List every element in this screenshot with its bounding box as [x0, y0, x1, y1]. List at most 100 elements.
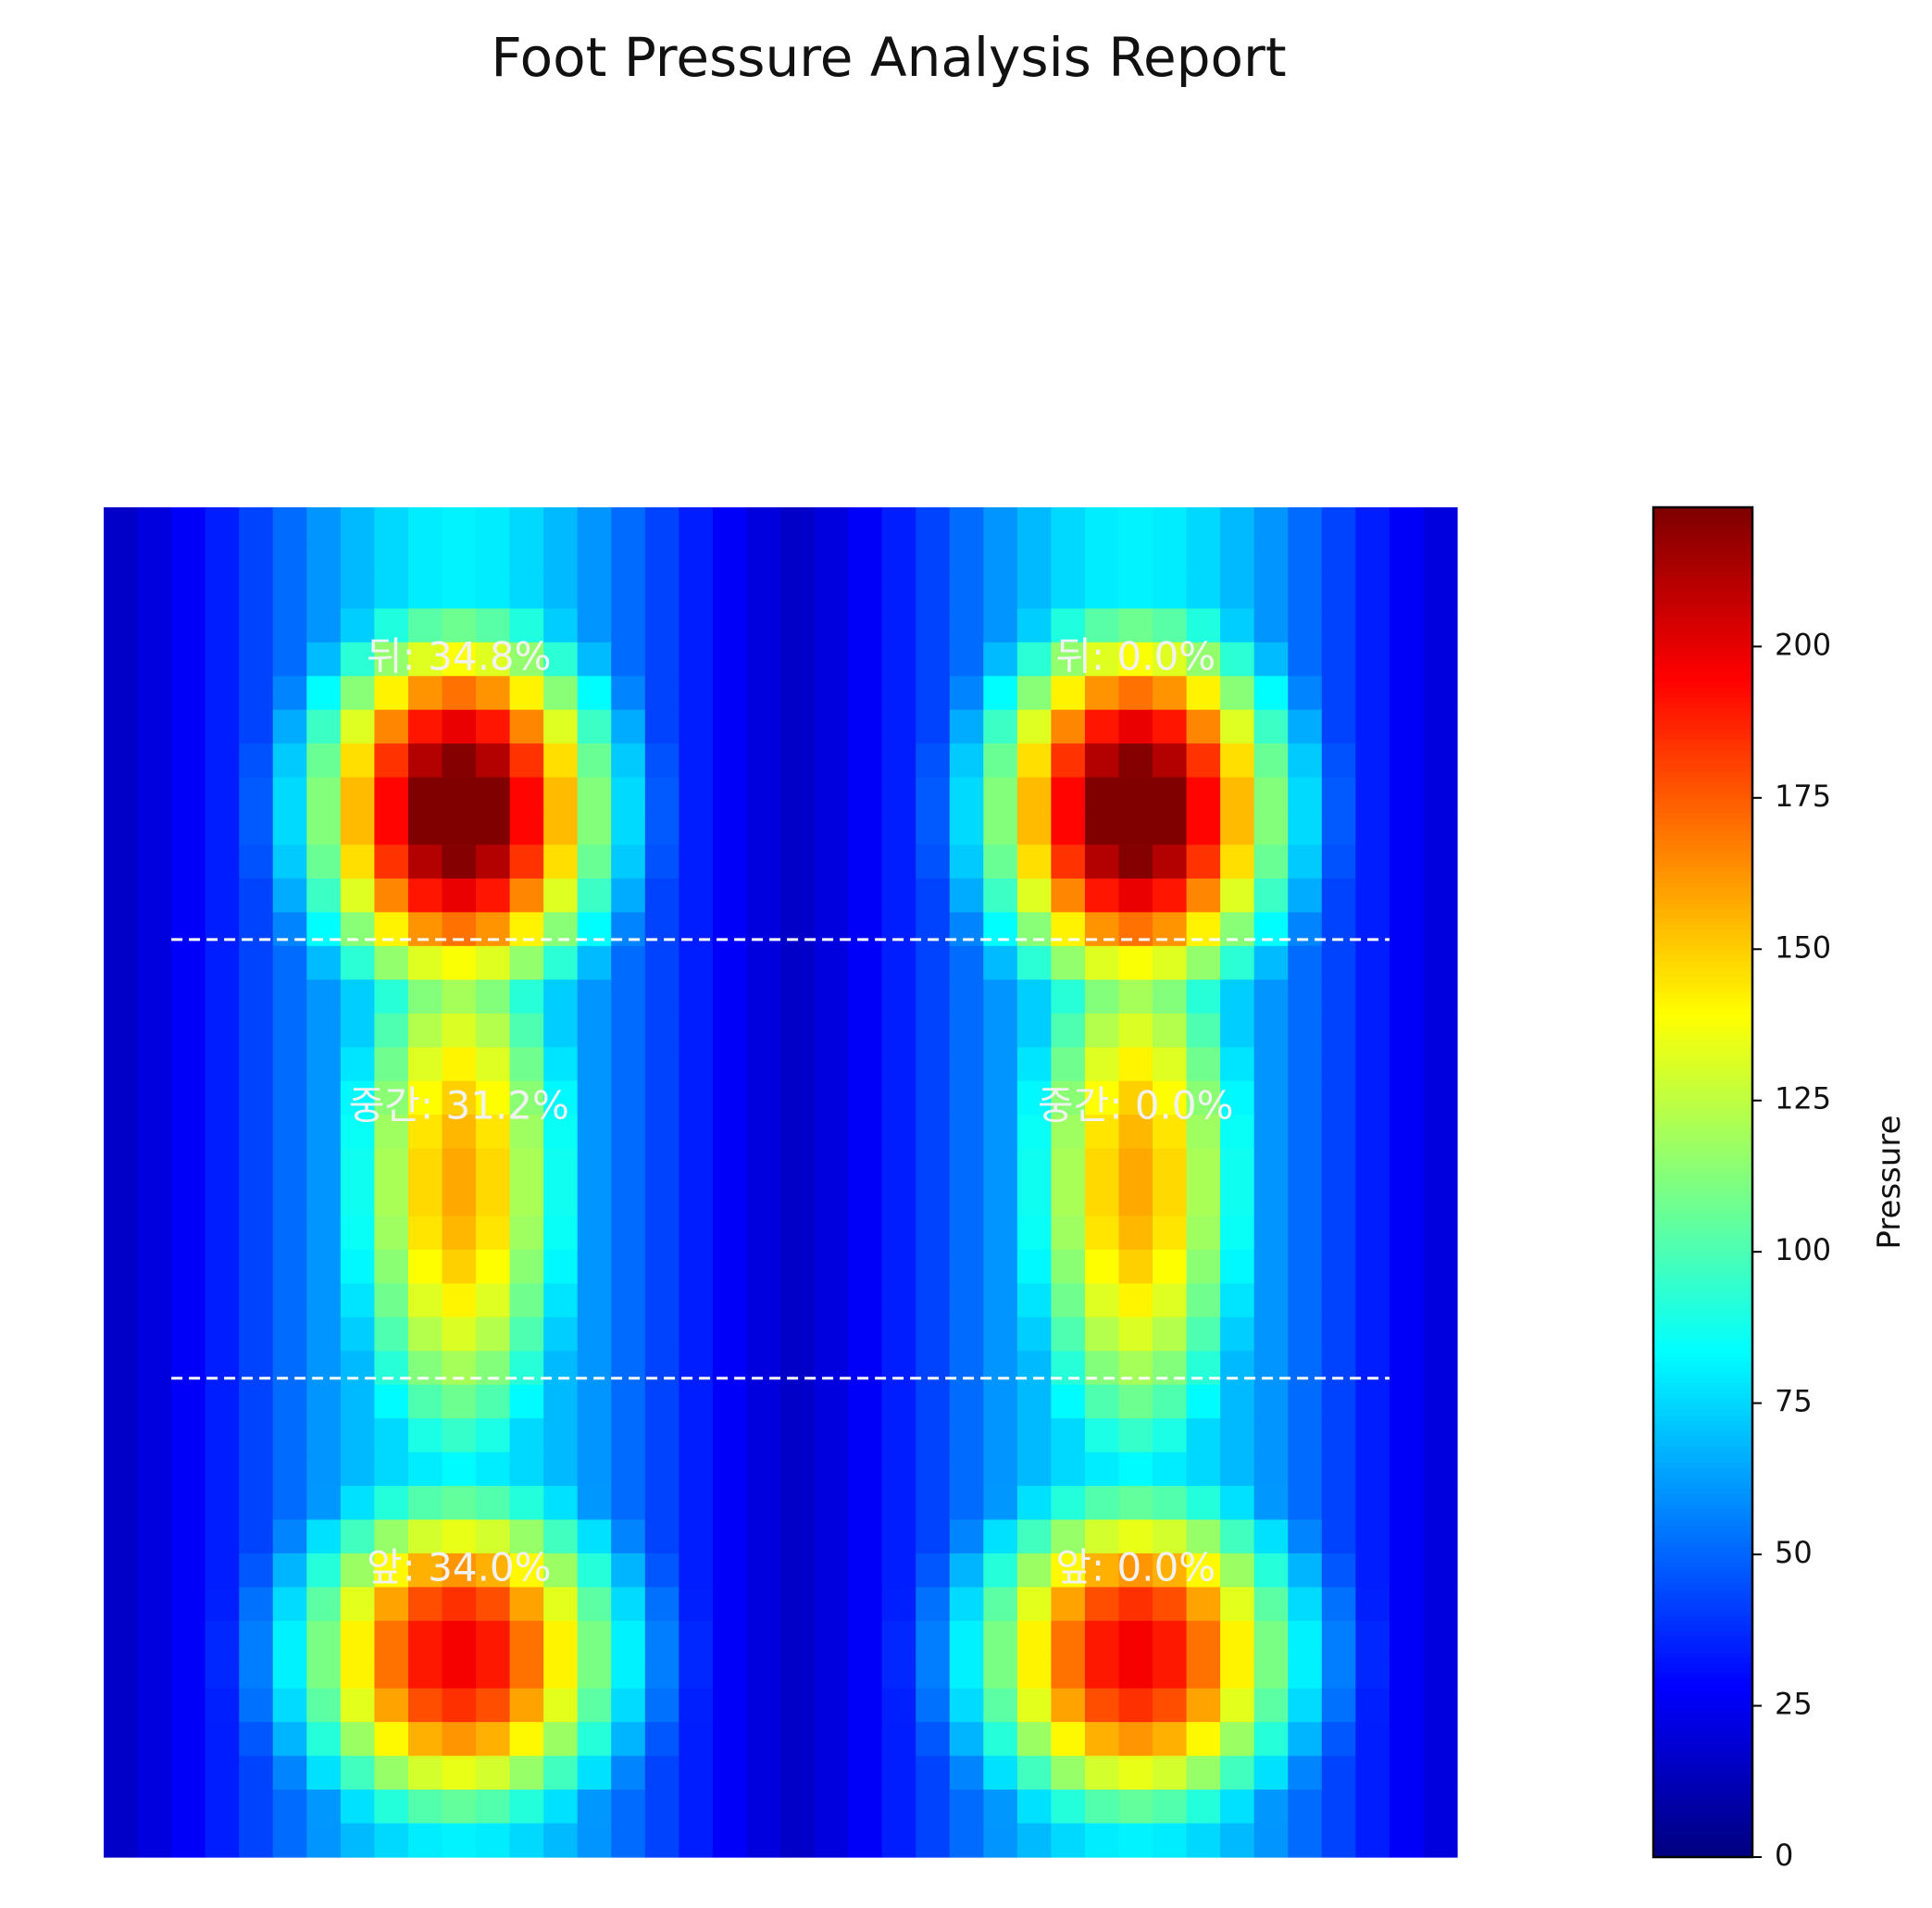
- heatmap-cell: [1016, 1722, 1052, 1757]
- heatmap-cell: [949, 541, 984, 576]
- heatmap-cell: [848, 1148, 883, 1183]
- colorbar-segment: [1653, 940, 1752, 946]
- heatmap-cell: [340, 1654, 375, 1690]
- heatmap-cell: [1153, 945, 1188, 980]
- heatmap-cell: [340, 574, 375, 609]
- colorbar-segment: [1653, 539, 1752, 545]
- heatmap-cell: [1321, 1553, 1356, 1588]
- heatmap-cell: [814, 743, 849, 779]
- heatmap-cell: [1051, 1216, 1086, 1251]
- heatmap-cell: [104, 1519, 139, 1554]
- heatmap-cell: [374, 1384, 409, 1419]
- heatmap-cell: [881, 979, 916, 1015]
- colorbar-segment: [1653, 1335, 1752, 1341]
- colorbar-segment: [1653, 676, 1752, 682]
- heatmap-cell: [340, 642, 375, 677]
- colorbar-segment: [1653, 1846, 1752, 1853]
- heatmap-cell: [340, 1823, 375, 1858]
- heatmap-cell: [476, 1216, 511, 1251]
- heatmap-cell: [340, 1755, 375, 1790]
- heatmap-cell: [171, 1316, 206, 1352]
- heatmap-cell: [577, 945, 612, 980]
- heatmap-cell: [983, 979, 1018, 1015]
- heatmap-cell: [239, 709, 274, 744]
- colorbar-segment: [1653, 1635, 1752, 1642]
- heatmap-cell: [509, 1013, 544, 1048]
- heatmap-cell: [916, 1182, 951, 1217]
- colorbar-segment: [1653, 713, 1752, 719]
- heatmap-cell: [1355, 1047, 1390, 1082]
- heatmap-cell: [1355, 1080, 1390, 1116]
- heatmap-cell: [916, 1418, 951, 1453]
- colorbar-segment: [1653, 1372, 1752, 1378]
- heatmap-cell: [1389, 1115, 1425, 1150]
- heatmap-cell: [916, 1351, 951, 1386]
- colorbar-segment: [1653, 655, 1752, 661]
- heatmap-cell: [1016, 811, 1052, 846]
- heatmap-cell: [306, 608, 342, 643]
- heatmap-cell: [340, 1182, 375, 1217]
- heatmap-cell: [1423, 1587, 1458, 1622]
- heatmap-cell: [306, 1216, 342, 1251]
- heatmap-cell: [848, 1249, 883, 1284]
- heatmap-cell: [848, 1688, 883, 1723]
- heatmap-cell: [272, 574, 307, 609]
- heatmap-cell: [1051, 1080, 1086, 1116]
- heatmap-cell: [1153, 844, 1188, 879]
- heatmap-cell: [137, 1115, 172, 1150]
- heatmap-cell: [881, 1182, 916, 1217]
- heatmap-cell: [171, 1519, 206, 1554]
- heatmap-cell: [1220, 1013, 1255, 1048]
- colorbar-segment: [1653, 818, 1752, 825]
- heatmap-cell: [916, 1013, 951, 1048]
- heatmap-cell: [881, 1249, 916, 1284]
- heatmap-cell: [881, 1790, 916, 1825]
- colorbar-segment: [1653, 1182, 1752, 1189]
- heatmap-cell: [848, 676, 883, 711]
- heatmap-cell: [881, 1620, 916, 1655]
- heatmap-cell: [1355, 1115, 1390, 1150]
- heatmap-cell: [679, 1047, 714, 1082]
- colorbar-segment: [1653, 1820, 1752, 1827]
- heatmap-cell: [306, 844, 342, 879]
- heatmap-cell: [509, 1249, 544, 1284]
- heatmap-cell: [1355, 1249, 1390, 1284]
- heatmap-cell: [543, 1249, 579, 1284]
- colorbar-segment: [1653, 628, 1752, 635]
- heatmap-cell: [442, 1249, 477, 1284]
- colorbar-segment: [1653, 1008, 1752, 1015]
- heatmap-cell: [374, 1316, 409, 1352]
- heatmap-cell: [780, 1351, 816, 1386]
- colorbar-segment: [1653, 1672, 1752, 1679]
- heatmap-cell: [340, 1688, 375, 1723]
- heatmap-cell: [1153, 777, 1188, 812]
- heatmap-cell: [1153, 1553, 1188, 1588]
- heatmap-cell: [780, 912, 816, 947]
- heatmap-cell: [1153, 1790, 1188, 1825]
- heatmap-cell: [983, 1486, 1018, 1521]
- heatmap-cell: [1321, 1587, 1356, 1622]
- heatmap-cell: [476, 507, 511, 542]
- heatmap-cell: [780, 1249, 816, 1284]
- heatmap-cell: [1288, 676, 1323, 711]
- heatmap-cell: [881, 1148, 916, 1183]
- heatmap-cell: [171, 709, 206, 744]
- heatmap-cell: [780, 945, 816, 980]
- heatmap-cell: [272, 811, 307, 846]
- colorbar-segment: [1653, 923, 1752, 930]
- heatmap-cell: [171, 1452, 206, 1487]
- heatmap-cell: [239, 844, 274, 879]
- heatmap-cell: [1084, 1182, 1120, 1217]
- heatmap-cell: [746, 1148, 781, 1183]
- heatmap-cell: [1186, 1013, 1221, 1048]
- heatmap-cell: [442, 811, 477, 846]
- heatmap-cell: [1084, 574, 1120, 609]
- heatmap-cell: [137, 1620, 172, 1655]
- heatmap-cell: [104, 1351, 139, 1386]
- colorbar-segment: [1653, 612, 1752, 619]
- heatmap-cell: [137, 912, 172, 947]
- heatmap-cell: [137, 1351, 172, 1386]
- heatmap-cell: [1389, 1688, 1425, 1723]
- colorbar-segment: [1653, 1777, 1752, 1785]
- heatmap-cell: [104, 1823, 139, 1858]
